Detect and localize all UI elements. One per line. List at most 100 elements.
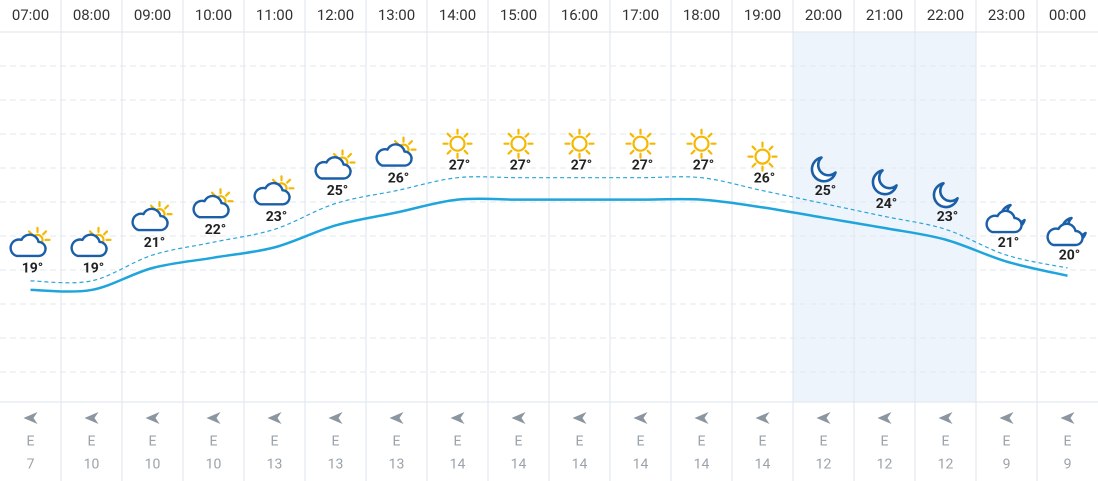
weather-icon <box>9 226 51 258</box>
wind-arrow <box>816 412 831 424</box>
hour-label: 10:00 <box>195 6 232 24</box>
sun-ray <box>463 149 469 155</box>
wind-speed: 14 <box>572 457 588 473</box>
wind-speed: 12 <box>877 457 893 473</box>
weather-icon <box>253 175 295 206</box>
hour-label: 13:00 <box>378 6 415 24</box>
temperature-label: 27° <box>449 157 471 173</box>
hour-label: 20:00 <box>805 6 842 24</box>
temperature-label: 27° <box>632 157 654 173</box>
hour-label: 14:00 <box>439 6 476 24</box>
weather-icon <box>131 201 173 232</box>
sun <box>449 135 466 152</box>
sun-ray <box>524 149 530 155</box>
wind-arrow <box>572 412 587 424</box>
sun-ray <box>347 152 353 158</box>
wind-arrow <box>23 412 38 424</box>
cloud <box>131 207 169 232</box>
wind-direction: E <box>454 434 462 450</box>
cloud <box>192 194 230 219</box>
wind-speed: 14 <box>450 457 466 473</box>
weather-icon <box>503 128 534 159</box>
moon <box>871 169 898 196</box>
sun-ray <box>585 149 591 155</box>
wind-speed: 10 <box>206 457 222 473</box>
wind-arrow <box>450 412 465 424</box>
hour-label: 08:00 <box>73 6 110 24</box>
sun-ray <box>507 149 513 155</box>
wind-arrow <box>694 412 709 424</box>
temperature-label: 24° <box>876 196 898 212</box>
wind-speed: 9 <box>1003 457 1011 473</box>
sun-ray <box>446 132 452 138</box>
sun <box>693 135 710 152</box>
wind-arrow <box>328 412 343 424</box>
weather-icon <box>1046 216 1087 247</box>
temperature-label: 23° <box>937 209 959 225</box>
hour-label: 21:00 <box>866 6 903 24</box>
wind-arrow <box>206 412 221 424</box>
temperature-label: 26° <box>754 170 776 186</box>
sun-ray <box>646 149 652 155</box>
cloud <box>9 233 47 258</box>
temperature-label: 25° <box>815 183 837 199</box>
cloud <box>375 143 413 167</box>
wind-arrow <box>633 412 648 424</box>
wind-direction: E <box>271 434 279 450</box>
wind-direction: E <box>393 434 401 450</box>
weather-icon <box>871 169 898 196</box>
temperature-label: 19° <box>22 261 44 277</box>
temperature-label: 27° <box>510 157 532 173</box>
wind-arrow <box>938 412 953 424</box>
sun-ray <box>629 149 635 155</box>
hour-label: 00:00 <box>1049 6 1086 24</box>
wind-speed: 12 <box>938 457 954 473</box>
wind-direction: E <box>149 434 157 450</box>
wind-direction: E <box>515 434 523 450</box>
weather-icon <box>564 128 595 159</box>
temperature-label: 27° <box>693 157 715 173</box>
sun-ray <box>629 132 635 138</box>
wind-speed: 13 <box>267 457 283 473</box>
weather-icon <box>932 182 959 209</box>
hour-label: 11:00 <box>256 6 293 24</box>
wind-direction: E <box>820 434 828 450</box>
sun-ray <box>463 132 469 138</box>
sun-ray <box>103 230 109 236</box>
wind-speed: 14 <box>694 457 710 473</box>
wind-speed: 13 <box>328 457 344 473</box>
sun-ray <box>751 145 757 151</box>
wind-direction: E <box>942 434 950 450</box>
weather-icon <box>192 188 234 219</box>
sun <box>571 135 588 152</box>
wind-speed: 14 <box>755 457 771 473</box>
sun-ray <box>507 132 513 138</box>
hour-label: 22:00 <box>927 6 964 24</box>
temperature-label: 21° <box>998 235 1020 251</box>
weather-icon <box>70 226 112 258</box>
night-shade <box>854 32 915 402</box>
moon <box>810 156 837 183</box>
temperature-line <box>30 176 1068 284</box>
temperature-label: 26° <box>388 170 410 186</box>
sun-ray <box>42 230 48 236</box>
hour-label: 09:00 <box>134 6 171 24</box>
sun-ray <box>768 162 774 168</box>
hour-label: 15:00 <box>500 6 537 24</box>
cloud <box>253 181 291 206</box>
wind-direction: E <box>332 434 340 450</box>
wind-direction: E <box>210 434 218 450</box>
wind-speed: 10 <box>145 457 161 473</box>
wind-speed: 13 <box>389 457 405 473</box>
wind-speed: 14 <box>511 457 527 473</box>
wind-speed: 10 <box>84 457 100 473</box>
wind-direction: E <box>637 434 645 450</box>
sun-ray <box>225 191 231 197</box>
hour-label: 17:00 <box>622 6 659 24</box>
sun-ray <box>646 132 652 138</box>
sun-ray <box>768 145 774 151</box>
hour-label: 07:00 <box>12 6 49 24</box>
weather-icon <box>625 128 656 159</box>
sun <box>510 135 527 152</box>
wind-direction: E <box>88 434 96 450</box>
